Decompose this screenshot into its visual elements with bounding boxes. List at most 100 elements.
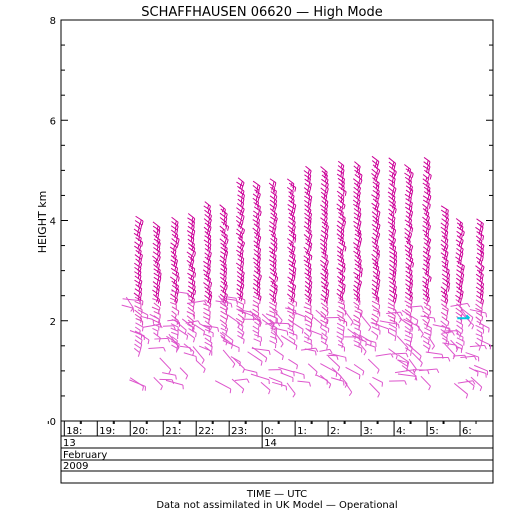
wind-barb <box>152 242 161 253</box>
wind-barb <box>475 303 483 314</box>
wind-barb <box>304 191 313 202</box>
wind-barb <box>252 219 260 228</box>
y-tick-label: 8 <box>50 16 56 27</box>
wind-barb <box>389 182 397 193</box>
wind-barb <box>388 229 395 240</box>
wind-barb <box>203 333 212 342</box>
wind-barb <box>359 334 372 347</box>
wind-barb <box>133 228 141 238</box>
wind-barb <box>392 352 409 358</box>
wind-barb <box>422 195 430 205</box>
wind-barb <box>372 207 381 217</box>
wind-barb <box>475 273 484 284</box>
wind-barb <box>252 300 259 308</box>
wind-barb <box>169 246 177 256</box>
wind-barb <box>387 310 396 321</box>
wind-barb <box>338 212 346 223</box>
hour-label: 19: <box>99 426 115 437</box>
wind-barb <box>270 331 277 340</box>
wind-barb <box>320 204 328 215</box>
wind-barb <box>149 313 161 324</box>
wind-barb <box>422 297 429 306</box>
wind-barb <box>457 380 476 385</box>
wind-barb <box>168 333 180 352</box>
wind-barb <box>220 323 229 333</box>
wind-barb <box>371 224 380 234</box>
wind-barb <box>353 191 361 201</box>
wind-barb <box>422 280 429 290</box>
wind-barb <box>388 285 397 295</box>
wind-barb <box>475 235 483 245</box>
wind-barb <box>219 255 227 265</box>
month-label: February <box>63 450 107 461</box>
wind-barb <box>327 355 341 372</box>
wind-barb <box>203 239 212 249</box>
wind-barb <box>303 246 311 257</box>
wind-barb <box>455 333 464 342</box>
wind-barb <box>181 318 195 333</box>
wind-barb <box>169 276 178 286</box>
wind-barb <box>286 178 295 189</box>
wind-barb <box>372 232 380 242</box>
wind-barb <box>371 194 379 204</box>
hour-label: 21: <box>165 426 181 437</box>
wind-barb <box>371 300 381 310</box>
wind-barb <box>389 293 397 304</box>
wind-barb <box>220 310 229 320</box>
wind-barb <box>171 280 179 291</box>
wind-barb <box>254 236 261 246</box>
wind-barb <box>288 280 297 291</box>
wind-barb <box>304 182 312 193</box>
wind-barb <box>476 218 484 228</box>
wind-barb <box>440 239 449 250</box>
hour-label: 0: <box>264 426 274 437</box>
wind-barb <box>372 296 380 304</box>
wind-barb <box>337 326 345 336</box>
cyan-marker <box>457 314 471 320</box>
wind-barb <box>247 351 263 366</box>
wind-barb <box>336 288 344 298</box>
wind-barb <box>388 332 397 341</box>
wind-barb <box>237 185 245 196</box>
wind-barb <box>404 193 412 203</box>
wind-barb <box>183 352 197 361</box>
hour-label: 2: <box>330 426 340 437</box>
wind-barb <box>389 380 407 385</box>
wind-barb <box>272 381 288 391</box>
wind-barb <box>187 213 196 223</box>
wind-barb <box>170 255 179 265</box>
wind-barb <box>293 370 305 379</box>
wind-barb <box>152 255 159 266</box>
wind-barb <box>198 345 213 356</box>
wind-barb <box>371 253 379 264</box>
wind-barb <box>475 316 482 326</box>
wind-barb <box>219 225 226 235</box>
wind-barb <box>320 234 328 244</box>
wind-barb <box>235 317 243 327</box>
wind-barb <box>305 323 312 331</box>
wind-barb <box>171 344 178 353</box>
wind-barb <box>405 262 412 272</box>
wind-barb <box>372 181 380 191</box>
wind-barb <box>441 316 450 327</box>
wind-barb <box>188 221 195 231</box>
wind-barb <box>252 193 260 203</box>
wind-barb <box>404 347 412 356</box>
wind-barb <box>122 298 142 305</box>
wind-barb <box>219 229 228 240</box>
wind-barb <box>214 380 232 394</box>
wind-barb <box>475 312 484 321</box>
wind-barb <box>319 348 333 354</box>
wind-barb <box>235 215 244 226</box>
wind-barb <box>320 293 328 304</box>
wind-barb <box>336 309 344 318</box>
wind-barb <box>442 331 455 336</box>
wind-barb <box>320 328 327 336</box>
wind-barb <box>251 346 268 363</box>
wind-barb <box>219 204 226 214</box>
wind-barb <box>371 168 379 179</box>
wind-barb <box>440 299 448 308</box>
wind-barb <box>475 256 483 266</box>
wind-barb <box>459 306 474 322</box>
wind-barb <box>287 238 294 248</box>
